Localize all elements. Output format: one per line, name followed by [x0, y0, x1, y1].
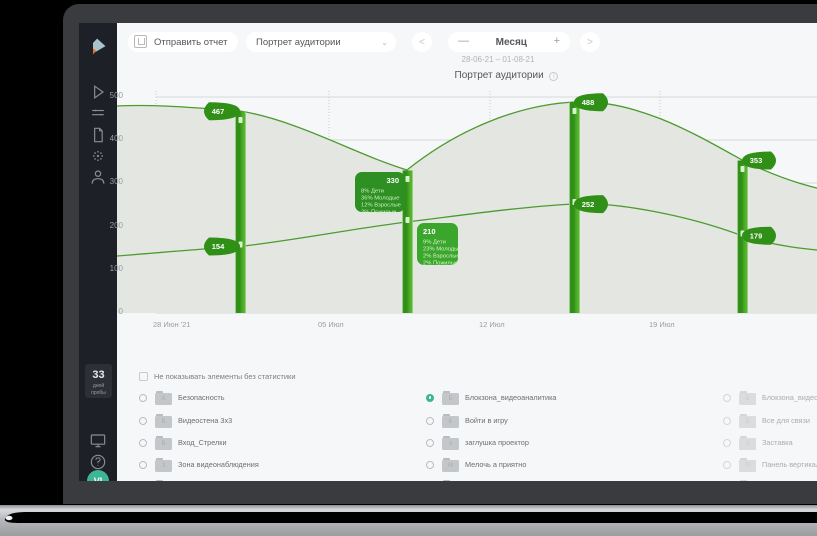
- svg-text:467: 467: [212, 107, 225, 116]
- svg-text:488: 488: [582, 98, 595, 107]
- svg-text:12% Взрослые: 12% Взрослые: [361, 203, 401, 209]
- svg-text:23% Молодые: 23% Молодые: [423, 247, 462, 253]
- svg-text:179: 179: [750, 231, 763, 240]
- svg-text:9% Дети: 9% Дети: [423, 240, 446, 246]
- svg-text:330: 330: [386, 176, 399, 185]
- svg-text:154: 154: [212, 242, 225, 251]
- svg-text:2% Взрослые: 2% Взрослые: [423, 254, 460, 260]
- svg-text:8% Дети: 8% Дети: [361, 189, 384, 195]
- svg-text:210: 210: [423, 227, 436, 236]
- svg-text:353: 353: [750, 156, 763, 165]
- svg-text:3% Пожилые: 3% Пожилые: [361, 210, 396, 216]
- svg-text:252: 252: [582, 200, 595, 209]
- svg-text:36% Молодые: 36% Молодые: [361, 196, 400, 202]
- svg-text:2% Пожилые: 2% Пожилые: [423, 261, 458, 267]
